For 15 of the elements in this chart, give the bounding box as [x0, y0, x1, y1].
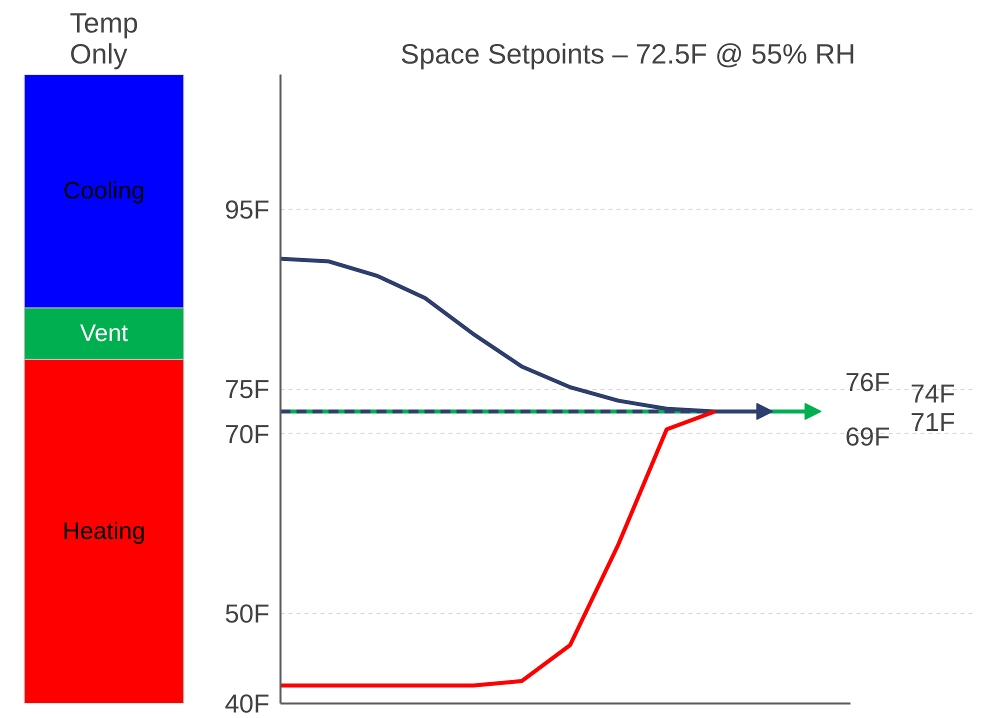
- y-tick-label: 40F: [224, 688, 270, 718]
- y-tick-label: 50F: [224, 598, 270, 629]
- series-label: Heating: [62, 518, 146, 545]
- chart-title: Space Setpoints – 72.5F @ 55% RH: [400, 38, 856, 70]
- series-label: Vent: [80, 320, 128, 348]
- annotation: 69F: [845, 422, 890, 452]
- annotation: 76F: [845, 366, 890, 397]
- series-label: Cooling: [63, 178, 145, 205]
- text: 71F: [910, 407, 956, 438]
- line-series: [280, 409, 717, 688]
- text: 74F: [910, 378, 956, 408]
- chart-title: Temp Only: [70, 8, 138, 70]
- y-tick-label: 95F: [224, 194, 270, 224]
- y-tick-label: 75F: [224, 374, 270, 404]
- y-tick-label: 70F: [224, 418, 270, 449]
